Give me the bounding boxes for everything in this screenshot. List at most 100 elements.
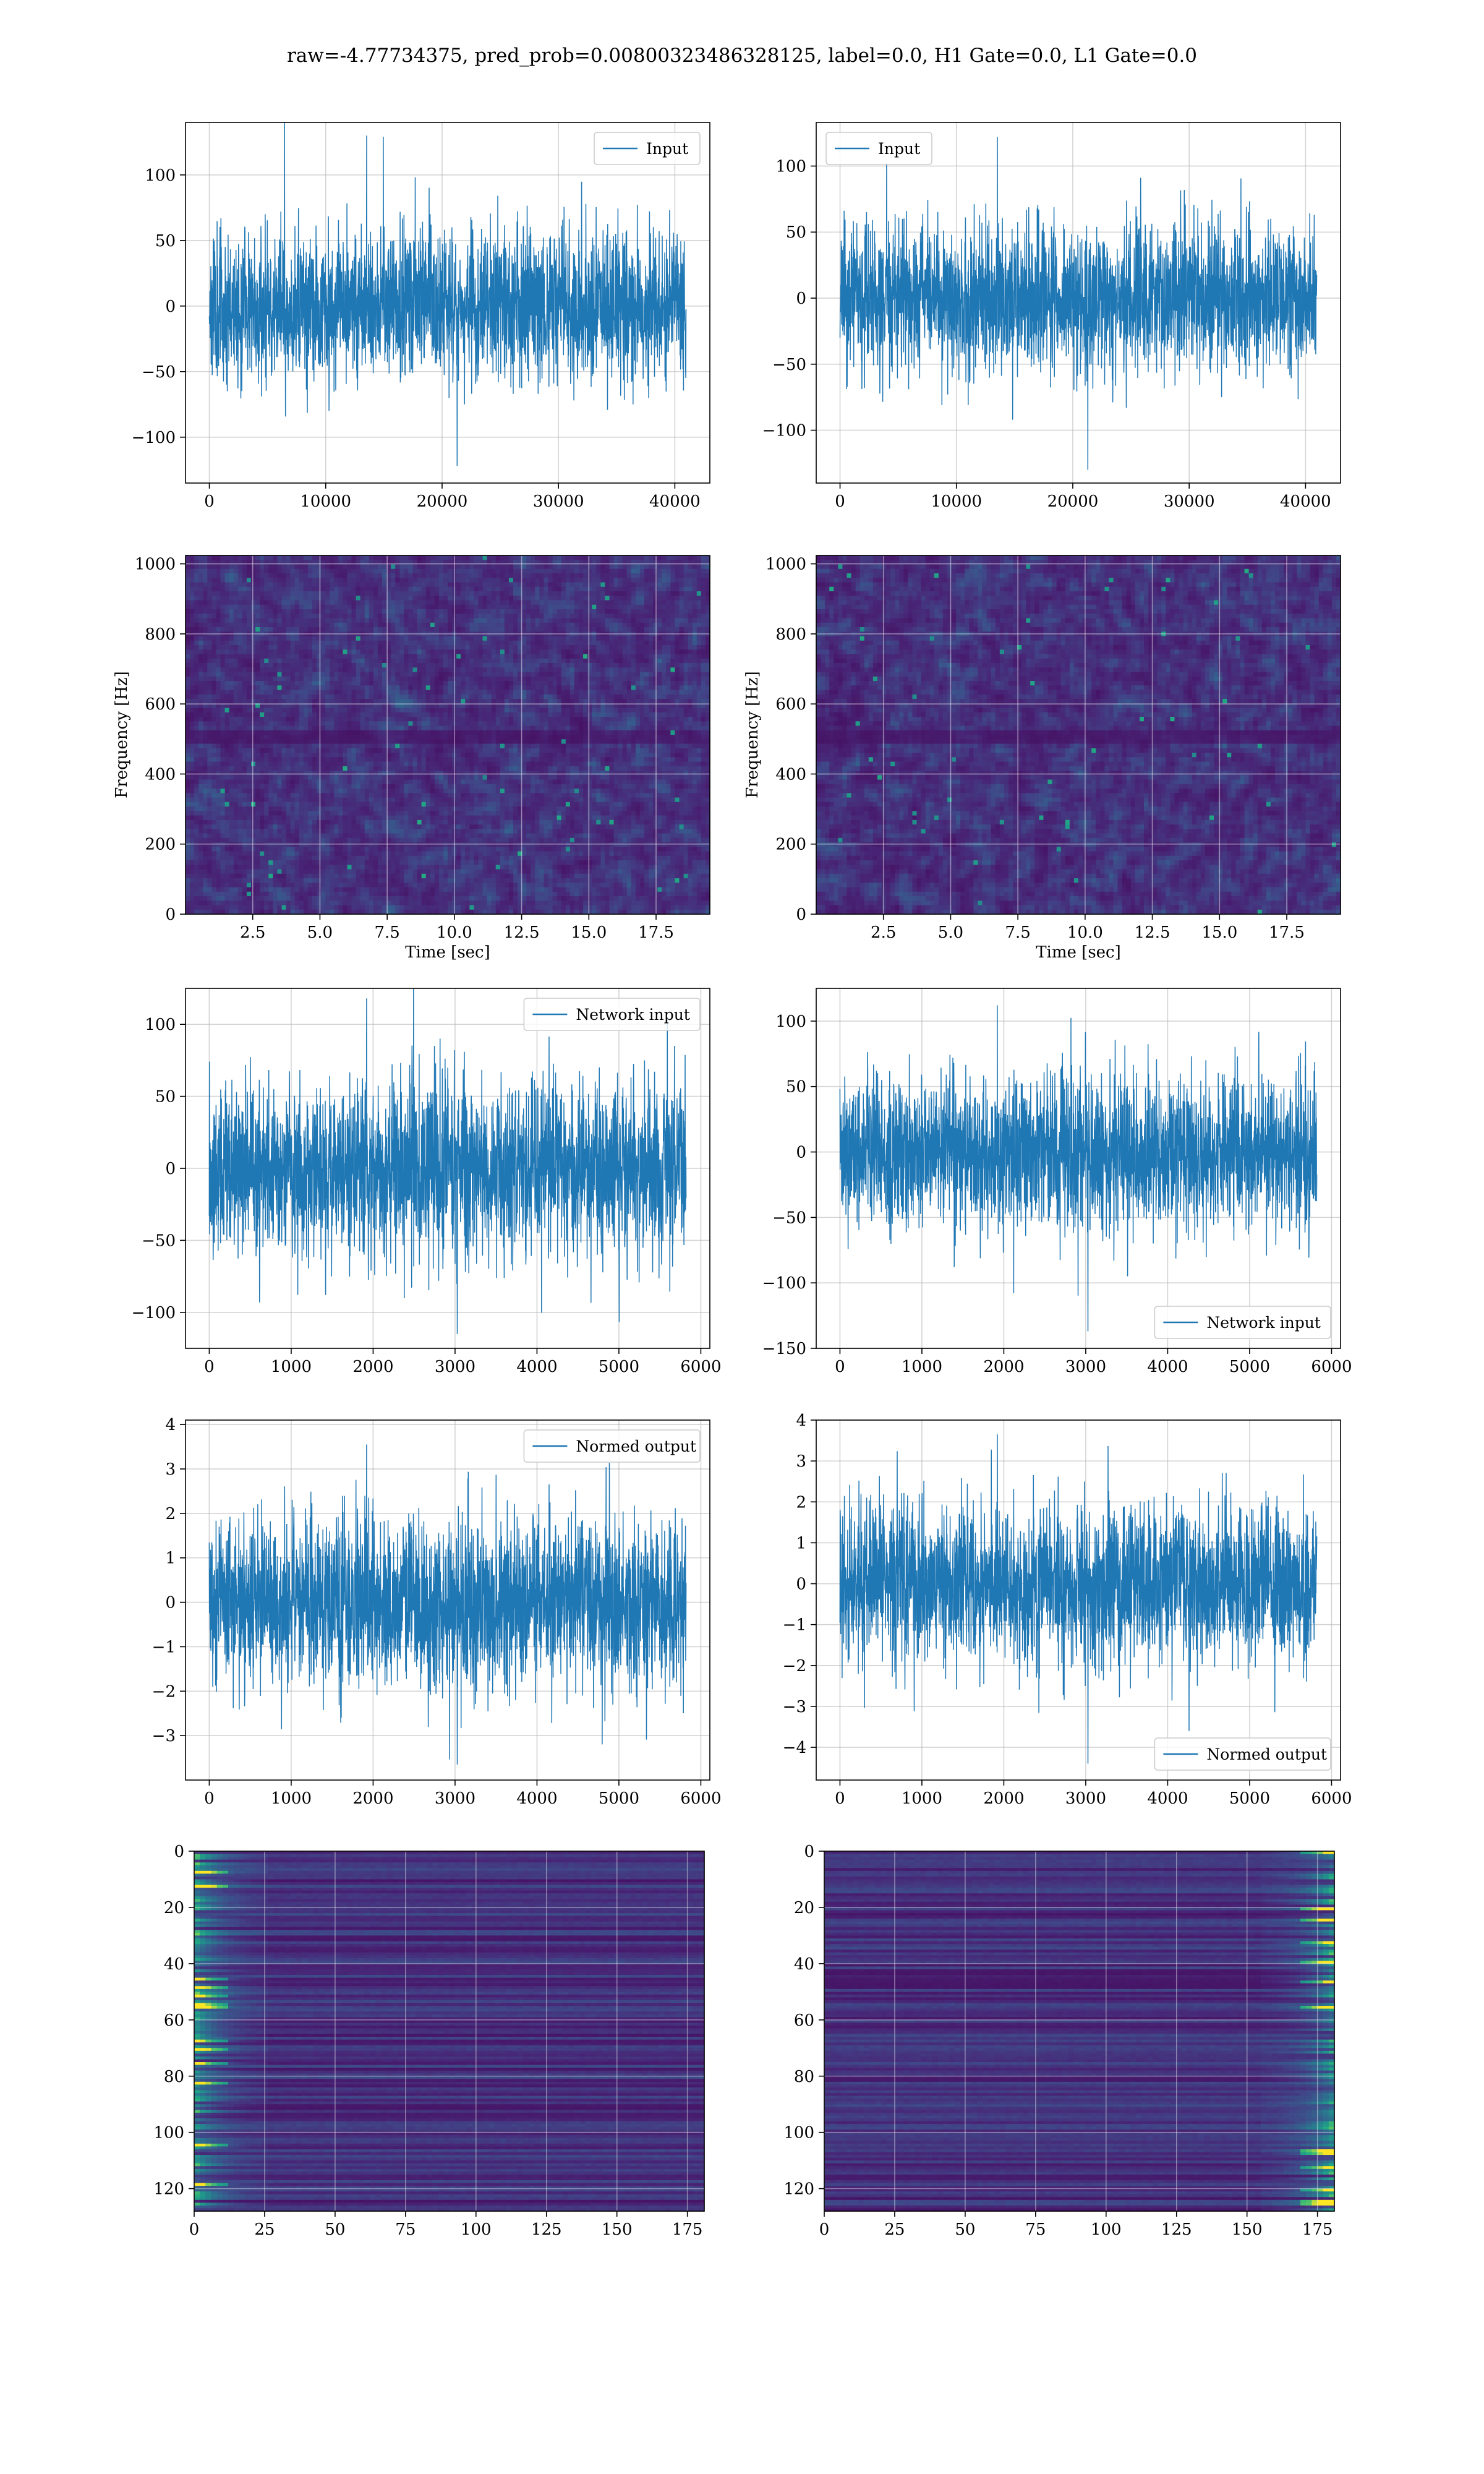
y-tick-label: 1000 (135, 555, 176, 574)
x-tick-label: 2000 (983, 1789, 1024, 1808)
x-tick-label: 1000 (271, 1358, 312, 1376)
y-tick-label: 60 (794, 2011, 814, 2030)
x-tick-label: 25 (884, 2220, 905, 2239)
x-tick-label: 3000 (435, 1789, 475, 1808)
y-tick-label: 3 (165, 1460, 176, 1479)
y-tick-label: 0 (796, 1144, 806, 1162)
y-tick-label: 50 (786, 1078, 806, 1097)
x-tick-label: 150 (1232, 2220, 1263, 2239)
y-tick-label: 2 (165, 1505, 176, 1523)
x-tick-label: 5000 (599, 1358, 639, 1376)
legend: Normed output (524, 1430, 700, 1462)
x-tick-label: 4000 (1147, 1789, 1188, 1808)
x-tick-label: 0 (204, 492, 215, 511)
y-tick-label: −100 (762, 422, 806, 440)
y-tick-label: 0 (796, 905, 806, 924)
y-tick-label: −1 (152, 1638, 176, 1656)
x-tick-label: 15.0 (1201, 923, 1237, 942)
x-tick-label: 2000 (352, 1358, 393, 1376)
x-tick-label: 75 (395, 2220, 416, 2239)
y-tick-label: −100 (132, 429, 176, 447)
y-tick-label: 600 (145, 695, 176, 714)
x-tick-label: 10000 (931, 492, 982, 511)
x-tick-label: 10.0 (1067, 923, 1103, 942)
x-tick-label: 2.5 (240, 923, 265, 942)
y-tick-label: 400 (145, 765, 176, 784)
x-tick-label: 30000 (1164, 492, 1215, 511)
x-tick-label: 5000 (599, 1789, 639, 1808)
y-tick-label: 1 (165, 1549, 176, 1568)
y-tick-label: 50 (155, 232, 176, 250)
y-tick-label: 0 (165, 1594, 176, 1612)
x-tick-label: 40000 (649, 492, 701, 511)
y-tick-label: 3 (796, 1452, 806, 1471)
y-tick-label: 120 (153, 2180, 184, 2199)
y-tick-label: 2 (796, 1493, 806, 1512)
legend-label: Normed output (1206, 1745, 1327, 1763)
y-tick-label: −50 (142, 1231, 176, 1250)
y-tick-label: −150 (762, 1340, 806, 1358)
x-tick-label: 3000 (1065, 1789, 1106, 1808)
spectrogram-image (816, 555, 1341, 915)
x-tick-label: 0 (835, 1358, 845, 1376)
feature-map-image (824, 1851, 1335, 2212)
x-tick-label: 15.0 (571, 923, 607, 942)
legend: Network input (524, 998, 700, 1030)
y-tick-label: −1 (783, 1616, 806, 1635)
y-tick-label: −3 (783, 1698, 806, 1716)
x-tick-label: 10.0 (437, 923, 472, 942)
x-tick-label: 5.0 (307, 923, 333, 942)
y-axis-label: Frequency [Hz] (113, 671, 131, 798)
feature-map-image (194, 1851, 705, 2212)
x-tick-label: 175 (672, 2220, 703, 2239)
x-tick-label: 100 (461, 2220, 492, 2239)
y-tick-label: 50 (786, 223, 806, 242)
x-tick-label: 0 (189, 2220, 200, 2239)
legend-label: Input (878, 140, 920, 158)
x-tick-label: 3000 (1065, 1358, 1106, 1376)
x-tick-label: 75 (1025, 2220, 1046, 2239)
y-tick-label: 0 (165, 905, 176, 924)
y-tick-label: 0 (174, 1843, 184, 1861)
y-tick-label: 120 (783, 2180, 814, 2199)
x-tick-label: 0 (204, 1789, 215, 1808)
x-tick-label: 7.5 (374, 923, 399, 942)
y-tick-label: 0 (804, 1843, 814, 1861)
y-tick-label: 80 (794, 2068, 814, 2086)
y-tick-label: 800 (145, 625, 176, 644)
legend-label: Normed output (576, 1437, 696, 1455)
x-tick-label: 6000 (1311, 1358, 1352, 1376)
y-tick-label: 20 (164, 1899, 184, 1917)
x-tick-label: 4000 (516, 1358, 557, 1376)
y-tick-label: −4 (783, 1739, 806, 1757)
x-tick-label: 3000 (435, 1358, 475, 1376)
y-tick-label: 50 (155, 1088, 176, 1106)
y-tick-label: −100 (762, 1274, 806, 1293)
y-axis-label: Frequency [Hz] (743, 671, 762, 798)
x-tick-label: 5.0 (938, 923, 963, 942)
y-tick-label: 40 (164, 1955, 184, 1974)
y-tick-label: 100 (783, 2124, 814, 2142)
y-tick-label: 400 (775, 765, 806, 784)
x-tick-label: 0 (204, 1358, 215, 1376)
y-tick-label: −100 (132, 1304, 176, 1322)
y-tick-label: −50 (772, 1209, 806, 1227)
spectrogram-panel-p3: 2.5 5.0 7.5 10.0 12.5 15.0 17.5020040060080010… (113, 555, 710, 962)
x-tick-label: 20000 (1047, 492, 1099, 511)
legend: Input (594, 132, 700, 165)
x-tick-label: 6000 (680, 1789, 721, 1808)
y-tick-label: 100 (775, 1012, 806, 1031)
y-tick-label: 600 (775, 695, 806, 714)
y-tick-label: 1000 (765, 555, 806, 574)
x-tick-label: 2.5 (871, 923, 896, 942)
x-tick-label: 0 (835, 492, 845, 511)
x-tick-label: 0 (835, 1789, 845, 1808)
y-tick-label: 60 (164, 2011, 184, 2030)
y-tick-label: 800 (775, 625, 806, 644)
x-tick-label: 5000 (1229, 1358, 1270, 1376)
y-tick-label: −50 (142, 363, 176, 382)
x-tick-label: 6000 (1311, 1789, 1352, 1808)
